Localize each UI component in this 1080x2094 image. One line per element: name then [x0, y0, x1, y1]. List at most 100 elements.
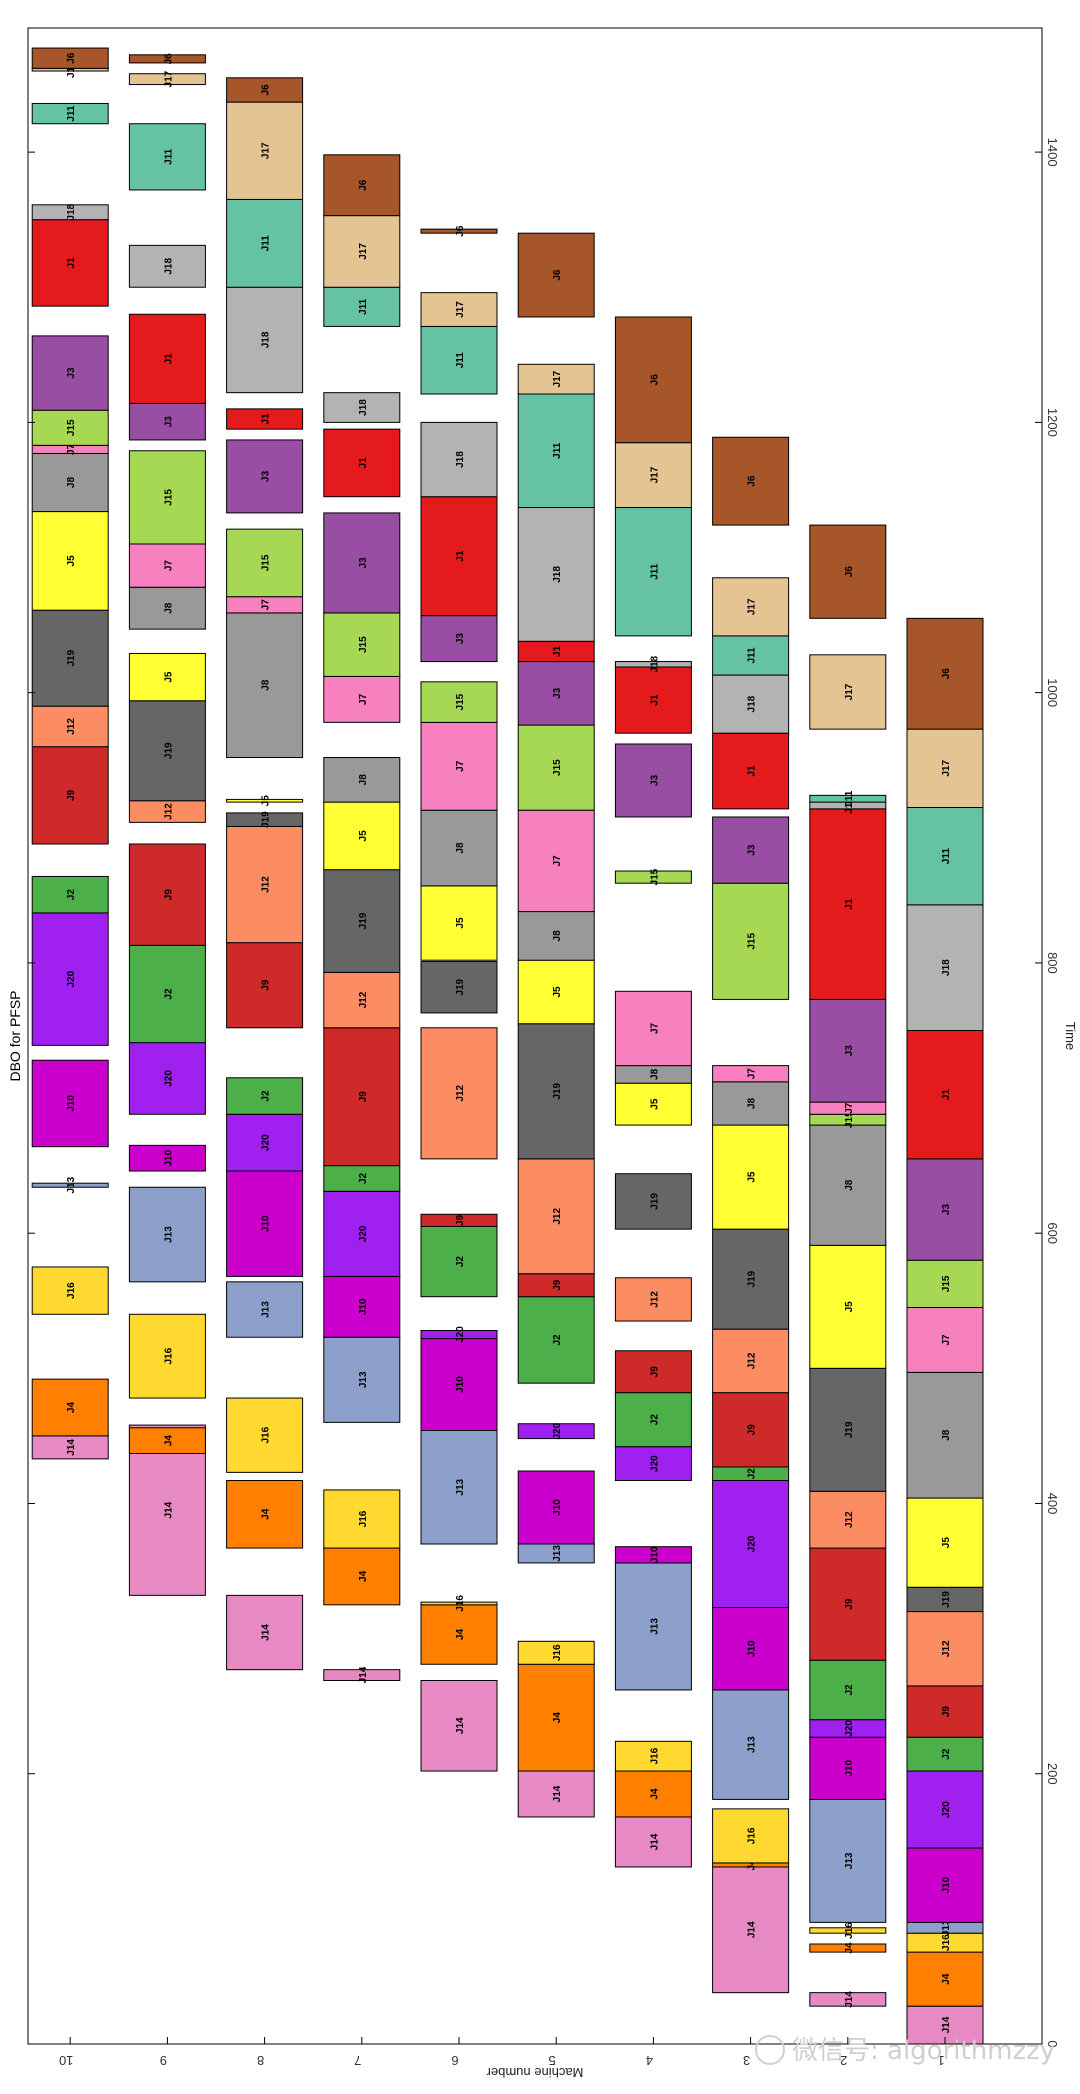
task-label: J3 [358, 557, 369, 569]
task-label: J16 [455, 1595, 466, 1612]
task-j8-m6: J8 [420, 809, 498, 887]
task-j15-m1: J15 [906, 1259, 984, 1309]
task-bar [226, 1170, 304, 1277]
task-j13-m2: J13 [809, 1798, 887, 1923]
task-label: J17 [552, 370, 563, 387]
task-j11-m7: J11 [323, 286, 401, 327]
task-j19-m5: J19 [517, 1023, 595, 1160]
task-j8-m10: J8 [31, 452, 109, 513]
task-label: J20 [261, 1134, 272, 1151]
task-label: J14 [552, 1785, 563, 1802]
task-j10-m4: J10 [614, 1546, 692, 1564]
task-layer: J14J4J16J13J10J20J2J9J12J19J5J8J7J15J3J1… [31, 47, 984, 2045]
task-label: J20 [552, 1422, 563, 1439]
task-bar [226, 1113, 304, 1172]
task-j14-m3: J14 [712, 1866, 790, 1994]
task-label: J11 [163, 148, 174, 165]
x-axis-label: Machine number [486, 2065, 583, 2080]
task-j18-m4: J18 [614, 655, 692, 673]
task-label: J19 [552, 1083, 563, 1100]
task-label: J10 [66, 1095, 77, 1112]
task-label: J10 [844, 1760, 855, 1777]
task-bar [614, 990, 692, 1067]
time-axis: 0 200 400 600 800 1000 1200 1400 [28, 138, 1060, 2048]
task-j13-m9: J13 [128, 1186, 206, 1283]
task-bar [31, 47, 109, 69]
task-bar [420, 421, 498, 498]
task-j17-m5: J17 [517, 363, 595, 395]
task-j3-m8: J3 [226, 439, 304, 514]
task-bar [226, 1077, 304, 1115]
task-j3-m2: J3 [809, 998, 887, 1103]
watermark-text: 微信号: algorithmzzy [792, 2036, 1055, 2066]
task-j18-m5: J18 [517, 507, 595, 642]
task-bar [31, 1266, 109, 1315]
task-label: J13 [552, 1545, 563, 1562]
task-j14-m10: J14 [31, 1435, 109, 1460]
task-bar [323, 757, 401, 803]
task-label: J19 [163, 742, 174, 759]
task-bar [712, 635, 790, 676]
task-label: J13 [261, 1301, 272, 1318]
task-j20-m7: J20 [323, 1190, 401, 1277]
task-j12-m4: J12 [614, 1277, 692, 1322]
task-j17-m4: J17 [614, 442, 692, 509]
task-label: J12 [358, 991, 369, 1008]
time-tick-label: 200 [1045, 1763, 1060, 1785]
task-j2-m4: J2 [614, 1392, 692, 1448]
task-label: J9 [455, 1214, 466, 1226]
task-j6-m7: J6 [323, 154, 401, 217]
task-j6-m10: J6 [31, 47, 109, 69]
task-bar [517, 1640, 595, 1665]
task-bar [712, 577, 790, 637]
task-label: J16 [844, 1922, 855, 1939]
task-label: J11 [552, 442, 563, 459]
task-bar [906, 1685, 984, 1738]
task-label: J10 [163, 1149, 174, 1166]
task-j5-m7: J5 [323, 801, 401, 871]
task-j3-m1: J3 [906, 1158, 984, 1261]
task-label: J4 [747, 1859, 758, 1871]
task-j16-m7: J16 [323, 1489, 401, 1549]
task-label: J6 [358, 179, 369, 191]
task-j1-m9: J1 [128, 313, 206, 404]
task-j16-m5: J16 [517, 1640, 595, 1665]
task-j10-m7: J10 [323, 1275, 401, 1338]
task-label: J7 [261, 599, 272, 611]
task-label: J2 [163, 988, 174, 1000]
task-bar [517, 1423, 595, 1440]
task-bar [614, 1770, 692, 1818]
task-j18-m7: J18 [323, 392, 401, 423]
task-bar [614, 666, 692, 734]
task-j3-m10: J3 [31, 335, 109, 411]
task-bar [323, 1336, 401, 1423]
task-j19-m3: J19 [712, 1228, 790, 1330]
task-label: J12 [455, 1085, 466, 1102]
time-tick-label: 1400 [1045, 138, 1060, 167]
task-j15-m8: J15 [226, 528, 304, 598]
task-label: J19 [358, 912, 369, 929]
task-j7-m8: J7 [226, 596, 304, 614]
task-bar [128, 1186, 206, 1283]
task-label: J17 [649, 466, 660, 483]
task-j4-m10: J4 [31, 1378, 109, 1437]
task-bar [906, 1371, 984, 1499]
task-label: J2 [941, 1748, 952, 1760]
task-j8-m3: J8 [712, 1081, 790, 1126]
task-label: J5 [455, 917, 466, 929]
task-j1-m8: J1 [226, 408, 304, 430]
machine-tick-label: 10 [59, 2053, 73, 2068]
task-j15-m9: J15 [128, 450, 206, 545]
task-label: J17 [261, 142, 272, 159]
task-bar [517, 724, 595, 811]
task-label: J7 [844, 1102, 855, 1114]
task-bar [712, 1392, 790, 1468]
task-bar [420, 615, 498, 663]
task-label: J6 [163, 53, 174, 65]
task-bar [614, 661, 692, 668]
task-label: J6 [747, 475, 758, 487]
task-j10-m2: J10 [809, 1736, 887, 1800]
task-j8-m8: J8 [226, 612, 304, 759]
task-j7-m4: J7 [614, 990, 692, 1067]
task-label: J1 [941, 1089, 952, 1101]
